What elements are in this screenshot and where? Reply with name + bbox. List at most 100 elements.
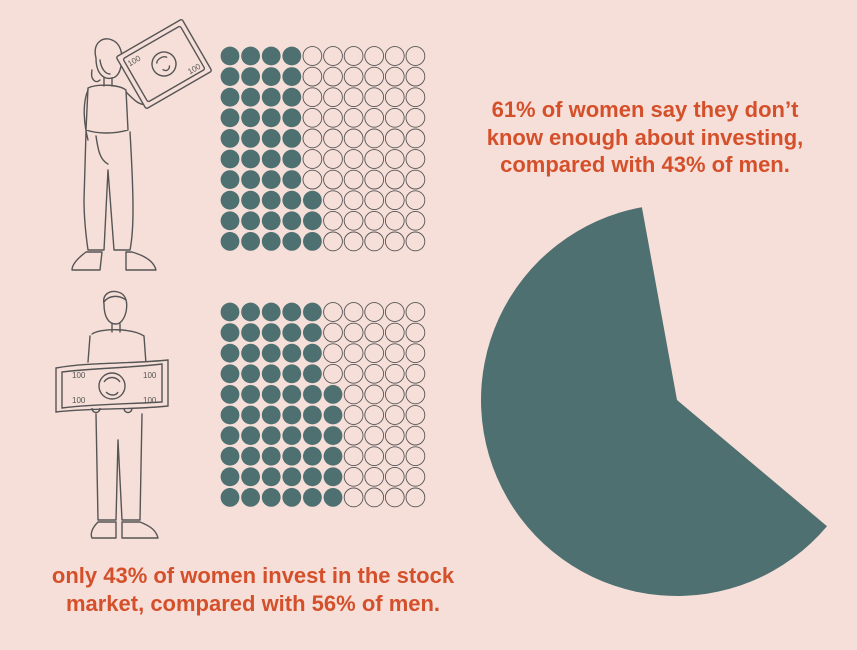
waffle-dot-empty (384, 466, 405, 487)
waffle-dot-empty (323, 46, 343, 66)
waffle-dot-filled (220, 232, 240, 251)
waffle-dot-filled (220, 343, 240, 363)
waffle-dot-filled (261, 467, 281, 487)
waffle-dot-filled (220, 446, 240, 466)
pie-caption-line: know enough about investing, (486, 124, 804, 150)
waffle-dot-filled (241, 108, 260, 128)
waffle-dot-filled (241, 190, 260, 210)
waffle-caption: only 43% of women invest in the stock ma… (18, 562, 488, 617)
waffle-dot-empty (343, 405, 364, 425)
waffle-dot-filled (241, 67, 260, 86)
waffle-dot-empty (384, 107, 405, 128)
waffle-dot-empty (323, 363, 343, 384)
svg-text:100: 100 (72, 396, 86, 405)
waffle-dot-filled (261, 211, 281, 231)
waffle-dot-empty (405, 128, 426, 149)
waffle-dot-filled (282, 343, 302, 363)
waffle-dot-empty (384, 446, 405, 467)
waffle-dot-empty (384, 405, 405, 425)
waffle-dot-empty (302, 107, 323, 128)
waffle-dot-filled (241, 405, 260, 425)
waffle-dot-empty (405, 66, 426, 87)
man-holding-banknote-icon (87, 290, 159, 539)
waffle-dot-empty (384, 149, 405, 169)
waffle-dot-empty (302, 87, 323, 108)
waffle-dot-empty (323, 128, 343, 149)
waffle-dot-filled (220, 87, 240, 107)
waffle-dot-filled (303, 343, 322, 363)
waffle-dot-empty (323, 66, 343, 87)
waffle-dot-empty (364, 446, 385, 467)
waffle-dot-filled (241, 46, 260, 66)
waffle-dot-filled (282, 446, 302, 466)
waffle-dot-filled (282, 108, 302, 128)
waffle-dot-empty (405, 384, 426, 405)
waffle-dot-empty (364, 322, 385, 343)
waffle-dot-filled (323, 426, 343, 445)
waffle-dot-empty (343, 107, 364, 128)
pie-caption-line: 61% of women say they don’t (491, 97, 799, 122)
waffle-dot-filled (303, 211, 322, 231)
waffle-dot-empty (384, 169, 405, 190)
waffle-dot-empty (384, 46, 405, 66)
waffle-dot-empty (364, 169, 385, 190)
waffle-dot-filled (282, 232, 302, 251)
waffle-dot-filled (261, 67, 281, 86)
waffle-dot-empty (343, 87, 364, 108)
waffle-dot-filled (303, 467, 322, 487)
waffle-dot-empty (405, 149, 426, 169)
waffle-dot-empty (405, 302, 426, 322)
waffle-dot-empty (364, 46, 385, 66)
waffle-dot-filled (241, 87, 260, 107)
waffle-dot-filled (261, 190, 281, 210)
waffle-dot-empty (405, 87, 426, 108)
waffle-caption-line: market, compared with 56% of men. (65, 590, 441, 616)
waffle-dot-filled (282, 149, 302, 169)
waffle-dot-filled (261, 129, 281, 148)
waffle-dot-filled (261, 108, 281, 128)
waffle-dot-filled (261, 87, 281, 107)
waffle-dot-filled (220, 67, 240, 86)
waffle-dot-empty (343, 343, 364, 364)
pie-chart (481, 207, 827, 597)
waffle-dot-filled (220, 405, 240, 425)
waffle-dot-filled (303, 385, 322, 404)
waffle-dot-filled (323, 488, 343, 507)
waffle-dot-empty (384, 66, 405, 87)
waffle-dot-empty (405, 169, 426, 190)
waffle-dot-empty (384, 343, 405, 364)
waffle-dot-empty (364, 302, 385, 322)
waffle-dot-filled (282, 405, 302, 425)
waffle-dot-filled (261, 405, 281, 425)
waffle-dot-empty (405, 466, 426, 487)
waffle-dot-filled (282, 190, 302, 210)
waffle-dot-filled (220, 129, 240, 148)
waffle-dot-filled (220, 302, 240, 322)
waffle-dot-filled (220, 211, 240, 231)
waffle-dot-empty (343, 210, 364, 231)
waffle-dot-empty (323, 169, 343, 190)
waffle-dot-filled (303, 190, 322, 210)
waffle-dot-filled (261, 385, 281, 404)
waffle-dot-filled (220, 108, 240, 128)
waffle-caption-line: only 43% of women invest in the stock (51, 563, 455, 588)
waffle-dot-filled (241, 385, 260, 404)
waffle-dot-filled (261, 488, 281, 507)
waffle-dot-filled (303, 405, 322, 425)
waffle-dot-empty (343, 169, 364, 190)
waffle-dot-filled (241, 467, 260, 487)
banknote-icon: 100 100 (116, 19, 212, 109)
waffle-chart-women (220, 46, 426, 252)
waffle-dot-empty (384, 487, 405, 508)
waffle-dot-empty (405, 343, 426, 364)
waffle-dot-filled (261, 149, 281, 169)
waffle-dot-empty (384, 322, 405, 343)
waffle-dot-empty (384, 128, 405, 149)
waffle-dot-filled (282, 426, 302, 445)
pie-slice (481, 207, 827, 597)
waffle-dot-empty (405, 231, 426, 252)
waffle-dot-filled (282, 467, 302, 487)
waffle-chart-men (220, 302, 426, 508)
waffle-dot-empty (343, 302, 364, 322)
